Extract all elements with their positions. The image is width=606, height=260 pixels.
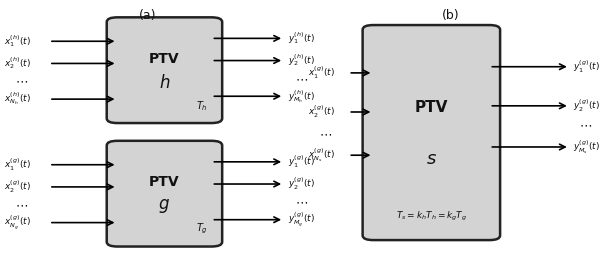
Text: $T_s = k_h T_h = k_g T_g$: $T_s = k_h T_h = k_g T_g$ [396,210,467,223]
Text: $y_{M_s}^{(g)}(t)$: $y_{M_s}^{(g)}(t)$ [573,138,599,156]
Text: $x_1^{(g)}(t)$: $x_1^{(g)}(t)$ [308,65,335,81]
Text: $\cdots$: $\cdots$ [15,198,28,211]
Text: $y_1^{(h)}(t)$: $y_1^{(h)}(t)$ [288,31,315,46]
Text: $y_1^{(g)}(t)$: $y_1^{(g)}(t)$ [573,58,599,75]
Text: $\cdots$: $\cdots$ [579,119,592,132]
Text: $\cdots$: $\cdots$ [319,127,331,140]
FancyBboxPatch shape [107,17,222,123]
Text: $x_1^{(g)}(t)$: $x_1^{(g)}(t)$ [4,157,32,173]
Text: $g$: $g$ [159,197,170,215]
FancyBboxPatch shape [362,25,500,240]
Text: PTV: PTV [149,175,180,189]
Text: $x_{N_h}^{(h)}(t)$: $x_{N_h}^{(h)}(t)$ [4,91,32,107]
Text: (a): (a) [138,9,156,22]
Text: PTV: PTV [149,52,180,66]
Text: $y_{M_h}^{(h)}(t)$: $y_{M_h}^{(h)}(t)$ [288,88,315,105]
FancyBboxPatch shape [107,141,222,246]
Text: $y_1^{(g)}(t)$: $y_1^{(g)}(t)$ [288,154,315,170]
Text: $x_2^{(h)}(t)$: $x_2^{(h)}(t)$ [4,56,32,71]
Text: $x_1^{(h)}(t)$: $x_1^{(h)}(t)$ [4,34,32,49]
Text: $x_2^{(g)}(t)$: $x_2^{(g)}(t)$ [308,104,335,120]
Text: $\cdots$: $\cdots$ [15,75,28,88]
Text: $y_{M_g}^{(g)}(t)$: $y_{M_g}^{(g)}(t)$ [288,211,315,229]
Text: $h$: $h$ [159,74,170,92]
Text: $y_2^{(h)}(t)$: $y_2^{(h)}(t)$ [288,53,315,68]
Text: $x_2^{(g)}(t)$: $x_2^{(g)}(t)$ [4,179,32,195]
Text: $y_2^{(g)}(t)$: $y_2^{(g)}(t)$ [288,176,315,192]
Text: $T_h$: $T_h$ [196,99,208,113]
Text: $T_g$: $T_g$ [196,222,208,236]
Text: PTV: PTV [415,100,448,115]
Text: $x_{N_s}^{(g)}(t)$: $x_{N_s}^{(g)}(t)$ [308,147,335,164]
Text: $\cdots$: $\cdots$ [295,72,308,85]
Text: (b): (b) [442,9,459,22]
Text: $s$: $s$ [426,150,437,168]
Text: $y_2^{(g)}(t)$: $y_2^{(g)}(t)$ [573,98,599,114]
Text: $\cdots$: $\cdots$ [295,195,308,208]
Text: $x_{N_g}^{(g)}(t)$: $x_{N_g}^{(g)}(t)$ [4,213,32,232]
